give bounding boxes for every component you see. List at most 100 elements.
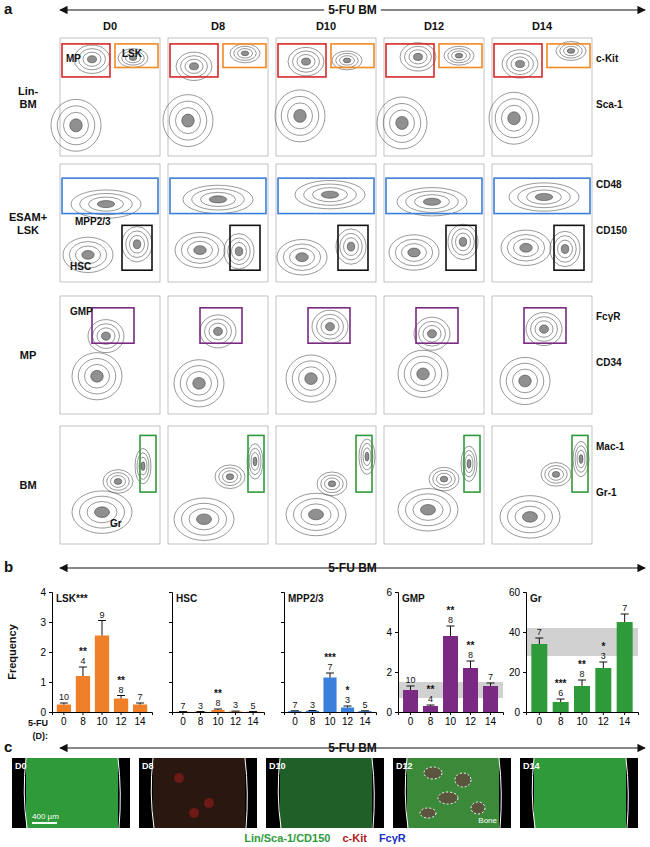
contour	[230, 44, 260, 63]
image	[520, 758, 638, 828]
tick-label: 12	[115, 716, 127, 727]
tick-label: 8	[198, 716, 204, 727]
tick: 12	[115, 712, 127, 727]
error-bar	[535, 638, 543, 644]
contour	[79, 49, 106, 70]
tick-mark	[235, 712, 236, 715]
gate	[547, 44, 590, 68]
axis-label: CD150	[596, 225, 628, 236]
tick-mark	[523, 592, 526, 593]
bar	[176, 711, 189, 712]
error-bar	[60, 703, 68, 705]
bar	[114, 699, 128, 713]
contour	[209, 196, 227, 203]
bone-label: Bone	[478, 816, 497, 825]
tick: 4	[40, 587, 52, 598]
flow-plot	[276, 296, 376, 414]
chart-title: HSC	[176, 593, 197, 604]
bar	[553, 702, 569, 712]
contour	[506, 363, 544, 398]
plot-area	[526, 614, 638, 712]
contour	[459, 237, 467, 246]
contour	[452, 51, 467, 60]
tick-label: 14	[247, 716, 259, 727]
significance: **	[214, 688, 222, 699]
n-label: 10	[405, 675, 415, 685]
micrograph: D14	[520, 758, 638, 828]
contour	[294, 109, 307, 122]
y-axis	[281, 593, 285, 713]
contour	[97, 328, 115, 345]
legend-entry: Lin/Sca-1/CD150	[244, 832, 330, 844]
contour	[163, 95, 213, 147]
contour	[226, 474, 234, 480]
tick	[281, 592, 284, 593]
error-bar	[361, 710, 369, 711]
gate	[278, 178, 374, 213]
contour	[515, 506, 545, 527]
contour	[180, 366, 218, 401]
gate	[115, 44, 158, 68]
contour	[141, 462, 145, 471]
contour	[57, 106, 95, 145]
micrograph: D12Bone	[393, 758, 511, 828]
tick: 8	[80, 712, 86, 727]
tick: 10	[576, 712, 588, 727]
tick-label: 12	[465, 716, 477, 727]
tick: 6	[386, 587, 398, 598]
tick-mark	[450, 712, 451, 715]
n-label: 4	[428, 694, 433, 704]
n-label: 8	[468, 650, 473, 660]
bar-chart: 737***3*508101214MPP2/3	[281, 593, 377, 728]
contour	[365, 452, 369, 461]
chart-title: Gr	[530, 593, 542, 604]
x-axis-title: (D):	[33, 731, 49, 741]
contour	[111, 476, 126, 488]
contour	[513, 369, 538, 393]
flow-plot	[276, 426, 376, 544]
contour	[421, 504, 436, 515]
plot-frame	[384, 426, 484, 544]
tick-label: 14	[135, 716, 147, 727]
tick-label: 14	[359, 716, 371, 727]
bar	[246, 711, 259, 712]
gate	[572, 435, 588, 492]
contour	[540, 325, 549, 333]
gate	[308, 308, 350, 343]
contour	[89, 197, 124, 211]
tick-mark	[182, 712, 183, 715]
contour	[188, 241, 213, 259]
contour	[194, 246, 207, 255]
tick-mark	[395, 632, 398, 633]
day-label: D8	[211, 20, 225, 32]
tick-mark	[624, 712, 625, 715]
contour	[294, 499, 339, 531]
flow-plot	[275, 38, 376, 156]
day-label: D10	[316, 20, 336, 32]
plot-frame	[168, 426, 268, 544]
contour	[340, 233, 363, 260]
contour	[398, 489, 458, 531]
contour	[321, 475, 344, 493]
plot-area	[57, 621, 147, 713]
tick-label: 12	[230, 716, 242, 727]
tick-mark	[121, 712, 122, 715]
contour	[531, 317, 558, 342]
flow-plot	[492, 164, 592, 282]
contour	[238, 49, 253, 58]
error-bar	[599, 662, 607, 668]
tick: 10	[212, 712, 224, 727]
contour	[209, 323, 227, 340]
tick-mark	[281, 652, 284, 653]
x-axis: 08101214	[399, 712, 504, 727]
contour	[88, 320, 124, 353]
contour	[437, 473, 452, 485]
tissue	[26, 758, 118, 828]
tick-label: 2	[386, 667, 392, 678]
error-bar	[98, 621, 106, 636]
plot-frame	[492, 426, 592, 544]
contour	[489, 92, 539, 144]
contour	[444, 46, 474, 65]
bar	[531, 644, 547, 712]
error-bar	[196, 711, 204, 712]
